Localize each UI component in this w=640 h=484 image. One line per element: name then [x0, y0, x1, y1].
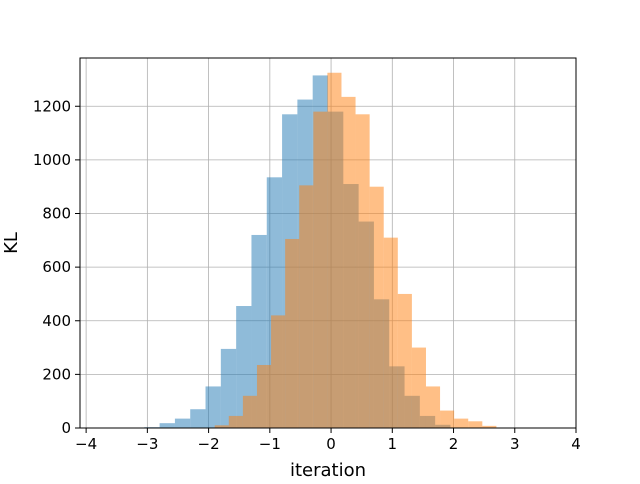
histogram-bar-series-1: [159, 423, 175, 428]
histogram-bar-series-2: [214, 425, 229, 428]
plot-frame: [79, 57, 577, 429]
y-tick-label: 400: [42, 312, 71, 330]
histogram-bar-series-2: [271, 315, 286, 428]
x-tick-label: 3: [510, 435, 520, 453]
x-tick-label: 2: [449, 435, 459, 453]
histogram-bar-series-2: [383, 237, 398, 428]
histogram-bar-series-2: [482, 425, 497, 428]
histogram-bar-series-1: [205, 386, 221, 428]
histogram-bar-series-2: [397, 293, 412, 428]
histogram-bar-series-2: [454, 418, 469, 428]
y-tick-label: 800: [42, 205, 71, 223]
histogram-bar-series-2: [369, 186, 384, 428]
bars: [144, 72, 497, 429]
histogram-bar-series-2: [285, 238, 300, 428]
x-tick-label: 1: [388, 435, 398, 453]
x-tick-label: −1: [259, 435, 281, 453]
histogram-bar-series-2: [228, 415, 243, 428]
histogram-bar-series-2: [299, 185, 314, 428]
x-tick-label: −2: [198, 435, 220, 453]
histogram-bar-series-2: [341, 96, 356, 429]
y-tick-label: 600: [42, 258, 71, 276]
histogram-bar-series-2: [425, 386, 441, 428]
histogram-bar-series-2: [355, 114, 370, 428]
histogram-bar-series-2: [242, 395, 257, 428]
y-axis-label: KL: [1, 232, 22, 254]
histogram-bar-series-1: [190, 409, 206, 428]
axis-ticks: −4 −3 −2 −1 0 1 2 3 4 0 200 400 600 800 1000 1200: [33, 97, 581, 453]
x-tick-label: 4: [571, 435, 581, 453]
histogram-bar-series-2: [256, 364, 272, 428]
histogram-bar-series-1: [220, 348, 237, 428]
y-tick-label: 1200: [33, 97, 71, 115]
y-tick-label: 200: [42, 365, 71, 383]
x-tick-label: 0: [326, 435, 336, 453]
histogram-bar-series-2: [440, 410, 455, 428]
x-axis-label: iteration: [290, 460, 366, 480]
histogram-bar-series-1: [174, 418, 191, 428]
y-tick-label: 0: [61, 419, 71, 437]
histogram-bar-series-2: [327, 72, 342, 429]
histogram-bar-series-2: [411, 347, 426, 428]
x-tick-label: −4: [75, 435, 97, 453]
x-tick-label: −3: [136, 435, 158, 453]
histogram-bar-series-2: [313, 111, 328, 428]
y-tick-label: 1000: [33, 151, 71, 169]
histogram-bar-series-2: [468, 421, 483, 428]
